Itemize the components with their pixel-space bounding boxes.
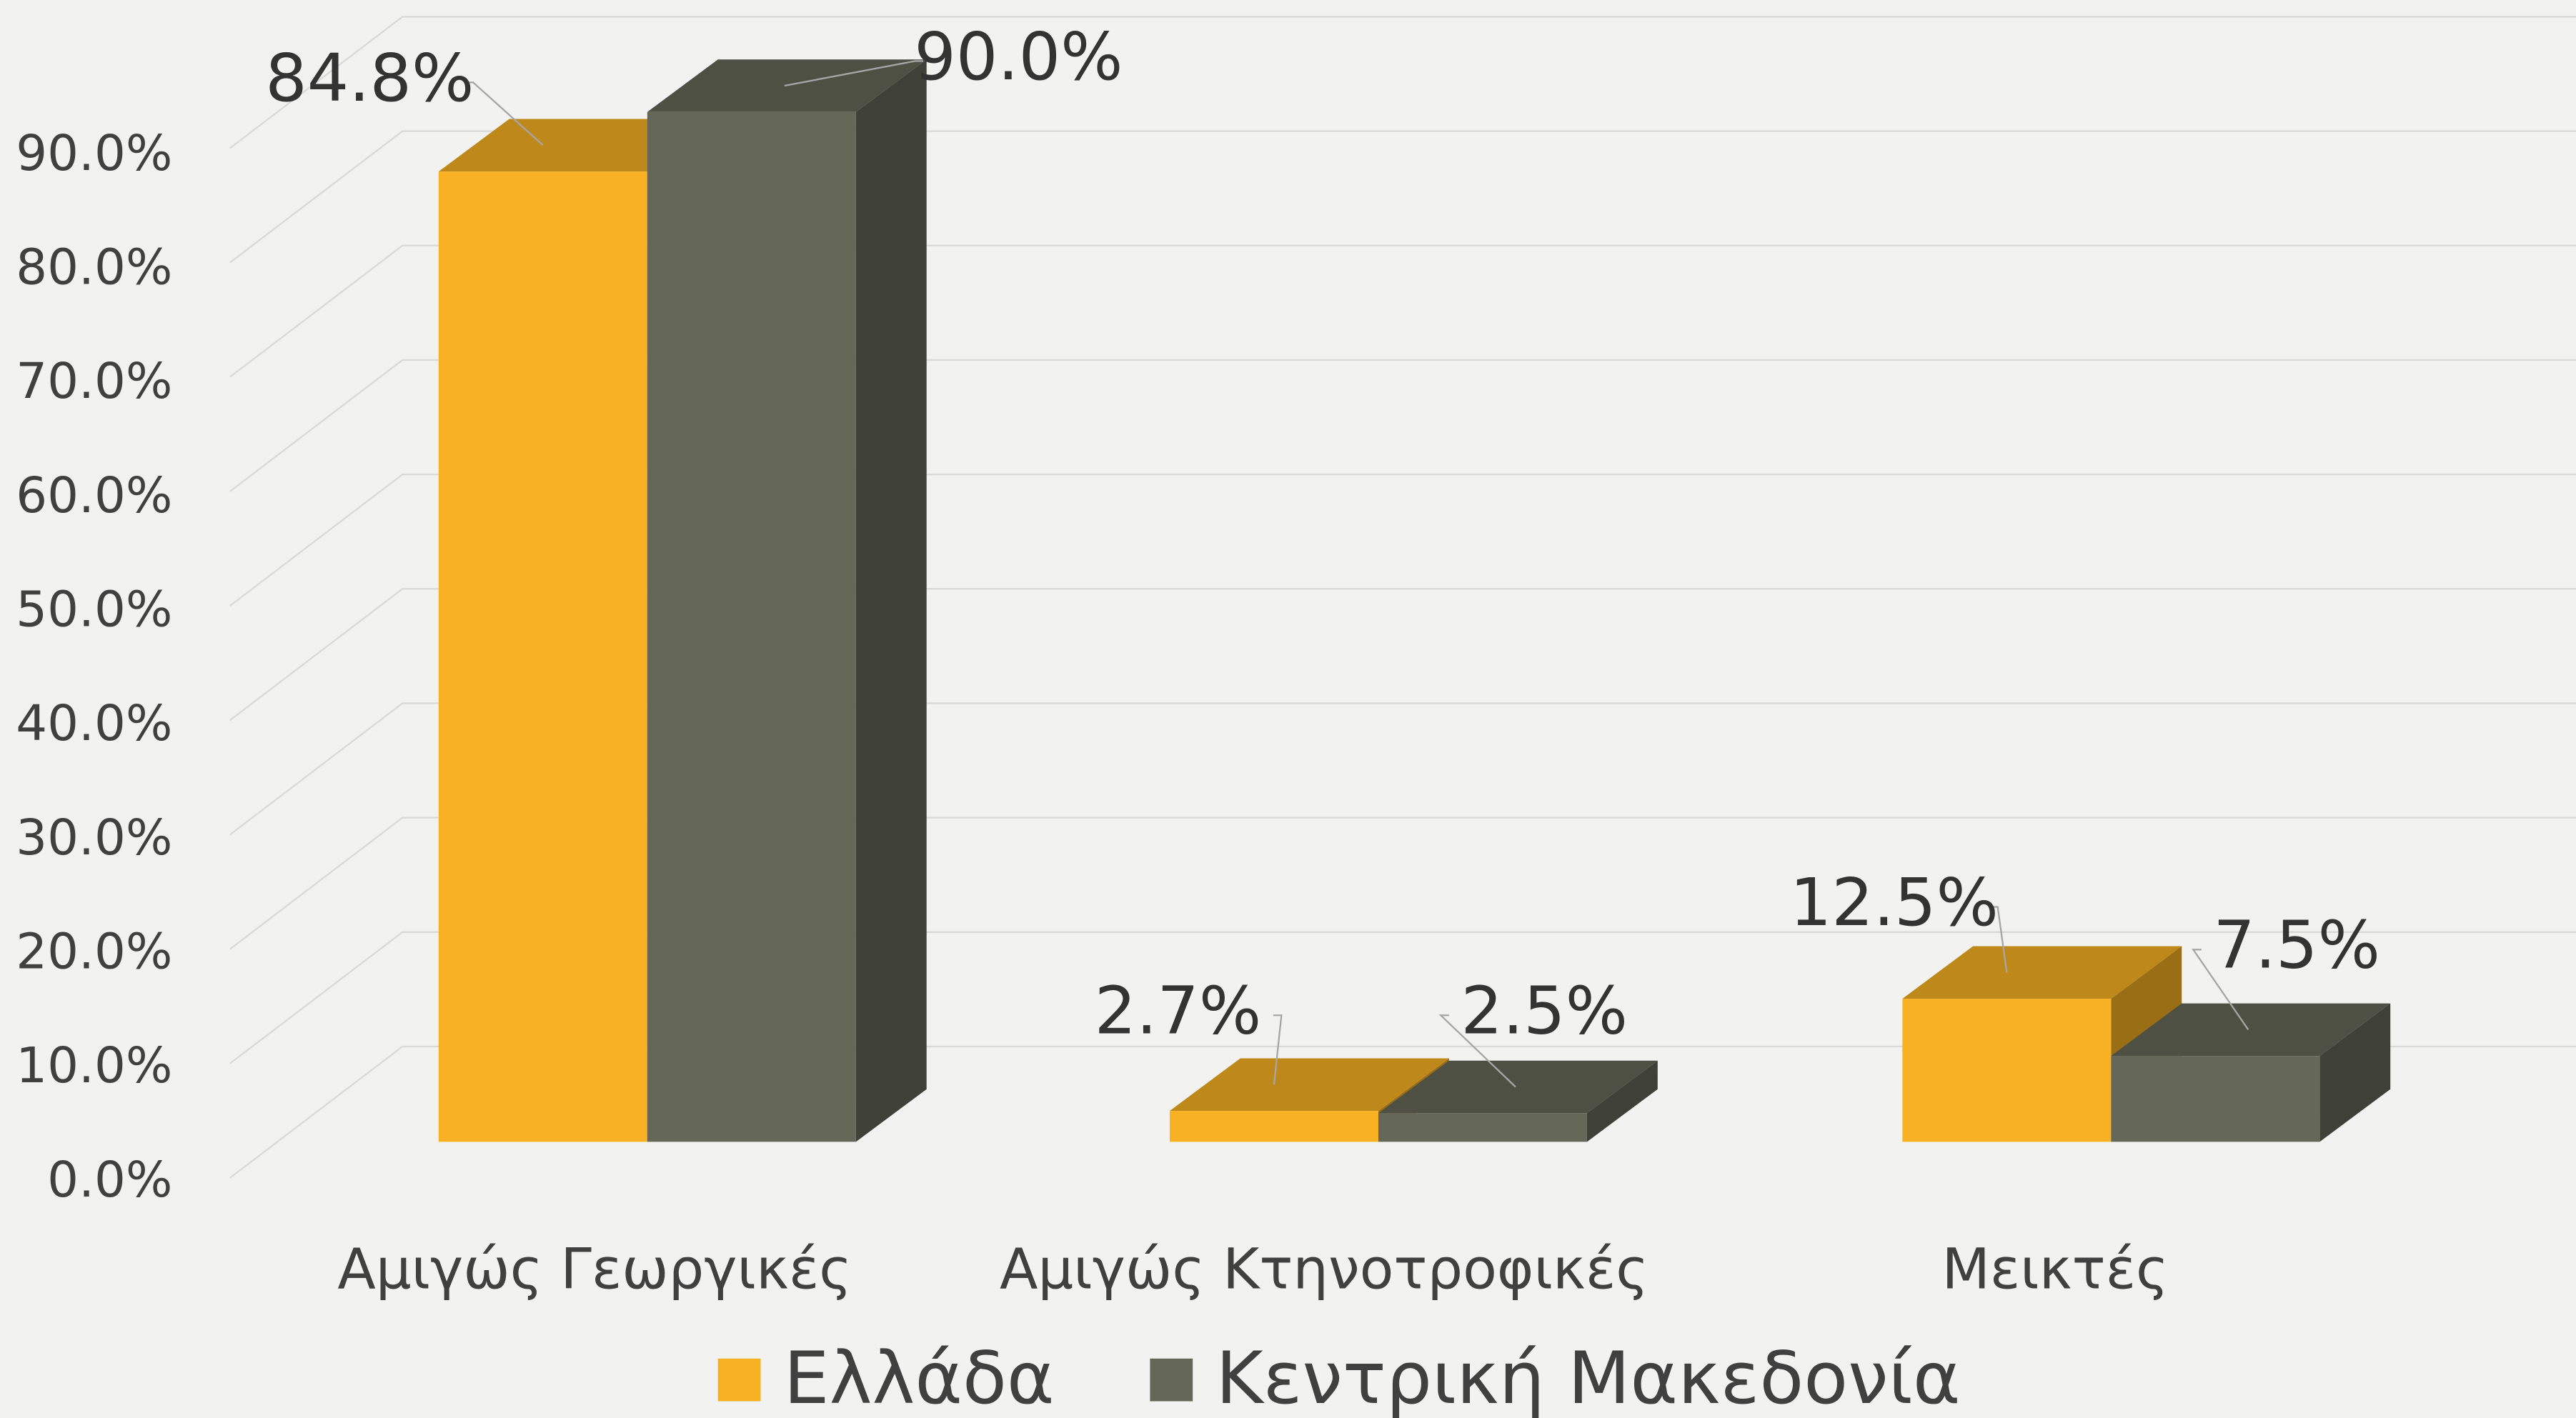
bar-face (1378, 1060, 1658, 1114)
grid-line (229, 931, 2576, 1064)
grid-line (229, 130, 2576, 264)
bar-face (1902, 946, 2182, 999)
bar-face (2111, 1003, 2391, 1057)
bar (2111, 1003, 2391, 1142)
bar-face (1902, 999, 2112, 1142)
leader-line (464, 81, 544, 146)
grid-line (229, 16, 2576, 149)
bar-face (1169, 1058, 1449, 1112)
leader-line (784, 60, 924, 87)
y-tick-label: 40.0% (16, 695, 172, 752)
legend-label: Κεντρική Μακεδονία (1215, 1336, 1960, 1418)
grid-line (229, 702, 2576, 836)
grid-line (229, 244, 2576, 378)
y-tick-label: 80.0% (16, 239, 172, 296)
bar-face (1169, 1111, 1378, 1142)
bar (647, 59, 927, 1142)
y-tick-label: 50.0% (16, 581, 172, 639)
y-tick-label: 70.0% (16, 353, 172, 410)
y-tick-label: 60.0% (16, 467, 172, 524)
grid-line (229, 1045, 2576, 1179)
x-tick-label: Αμιγώς Γεωργικές (337, 1237, 852, 1302)
grid-line (229, 588, 2576, 722)
bar-face (1378, 1113, 1587, 1142)
leader-line (2192, 949, 2249, 1031)
data-label: 90.0% (914, 19, 1123, 95)
data-label: 84.8% (265, 40, 474, 116)
leader-line (1438, 1014, 1516, 1088)
y-tick-label: 0.0% (47, 1152, 172, 1209)
leader-line (1989, 906, 2008, 973)
bar-face (438, 171, 647, 1142)
bar-face (647, 111, 856, 1142)
y-tick-label: 30.0% (16, 809, 172, 867)
y-tick-label: 20.0% (16, 924, 172, 981)
bar-face (2111, 1056, 2320, 1142)
bar-face (2319, 1003, 2391, 1142)
data-label: 2.7% (1095, 973, 1262, 1049)
grid-line (229, 359, 2576, 492)
grid-line (229, 473, 2576, 606)
bar-face (855, 59, 927, 1142)
y-tick-label: 10.0% (16, 1037, 172, 1094)
bar (1378, 1060, 1658, 1142)
data-label: 12.5% (1790, 864, 1999, 941)
leader-line (1273, 1014, 1283, 1085)
y-tick-label: 90.0% (16, 125, 172, 182)
legend-swatch (717, 1358, 761, 1402)
x-tick-label: Αμιγώς Κτηνοτροφικές (1000, 1237, 1648, 1302)
grid-line (229, 817, 2576, 950)
data-label: 7.5% (2213, 907, 2380, 984)
x-tick-label: Μεικτές (1942, 1237, 2169, 1302)
legend-label: Ελλάδα (784, 1336, 1055, 1418)
bar-face (1586, 1060, 1658, 1142)
legend-swatch (1150, 1358, 1193, 1402)
data-label: 2.5% (1461, 973, 1628, 1049)
